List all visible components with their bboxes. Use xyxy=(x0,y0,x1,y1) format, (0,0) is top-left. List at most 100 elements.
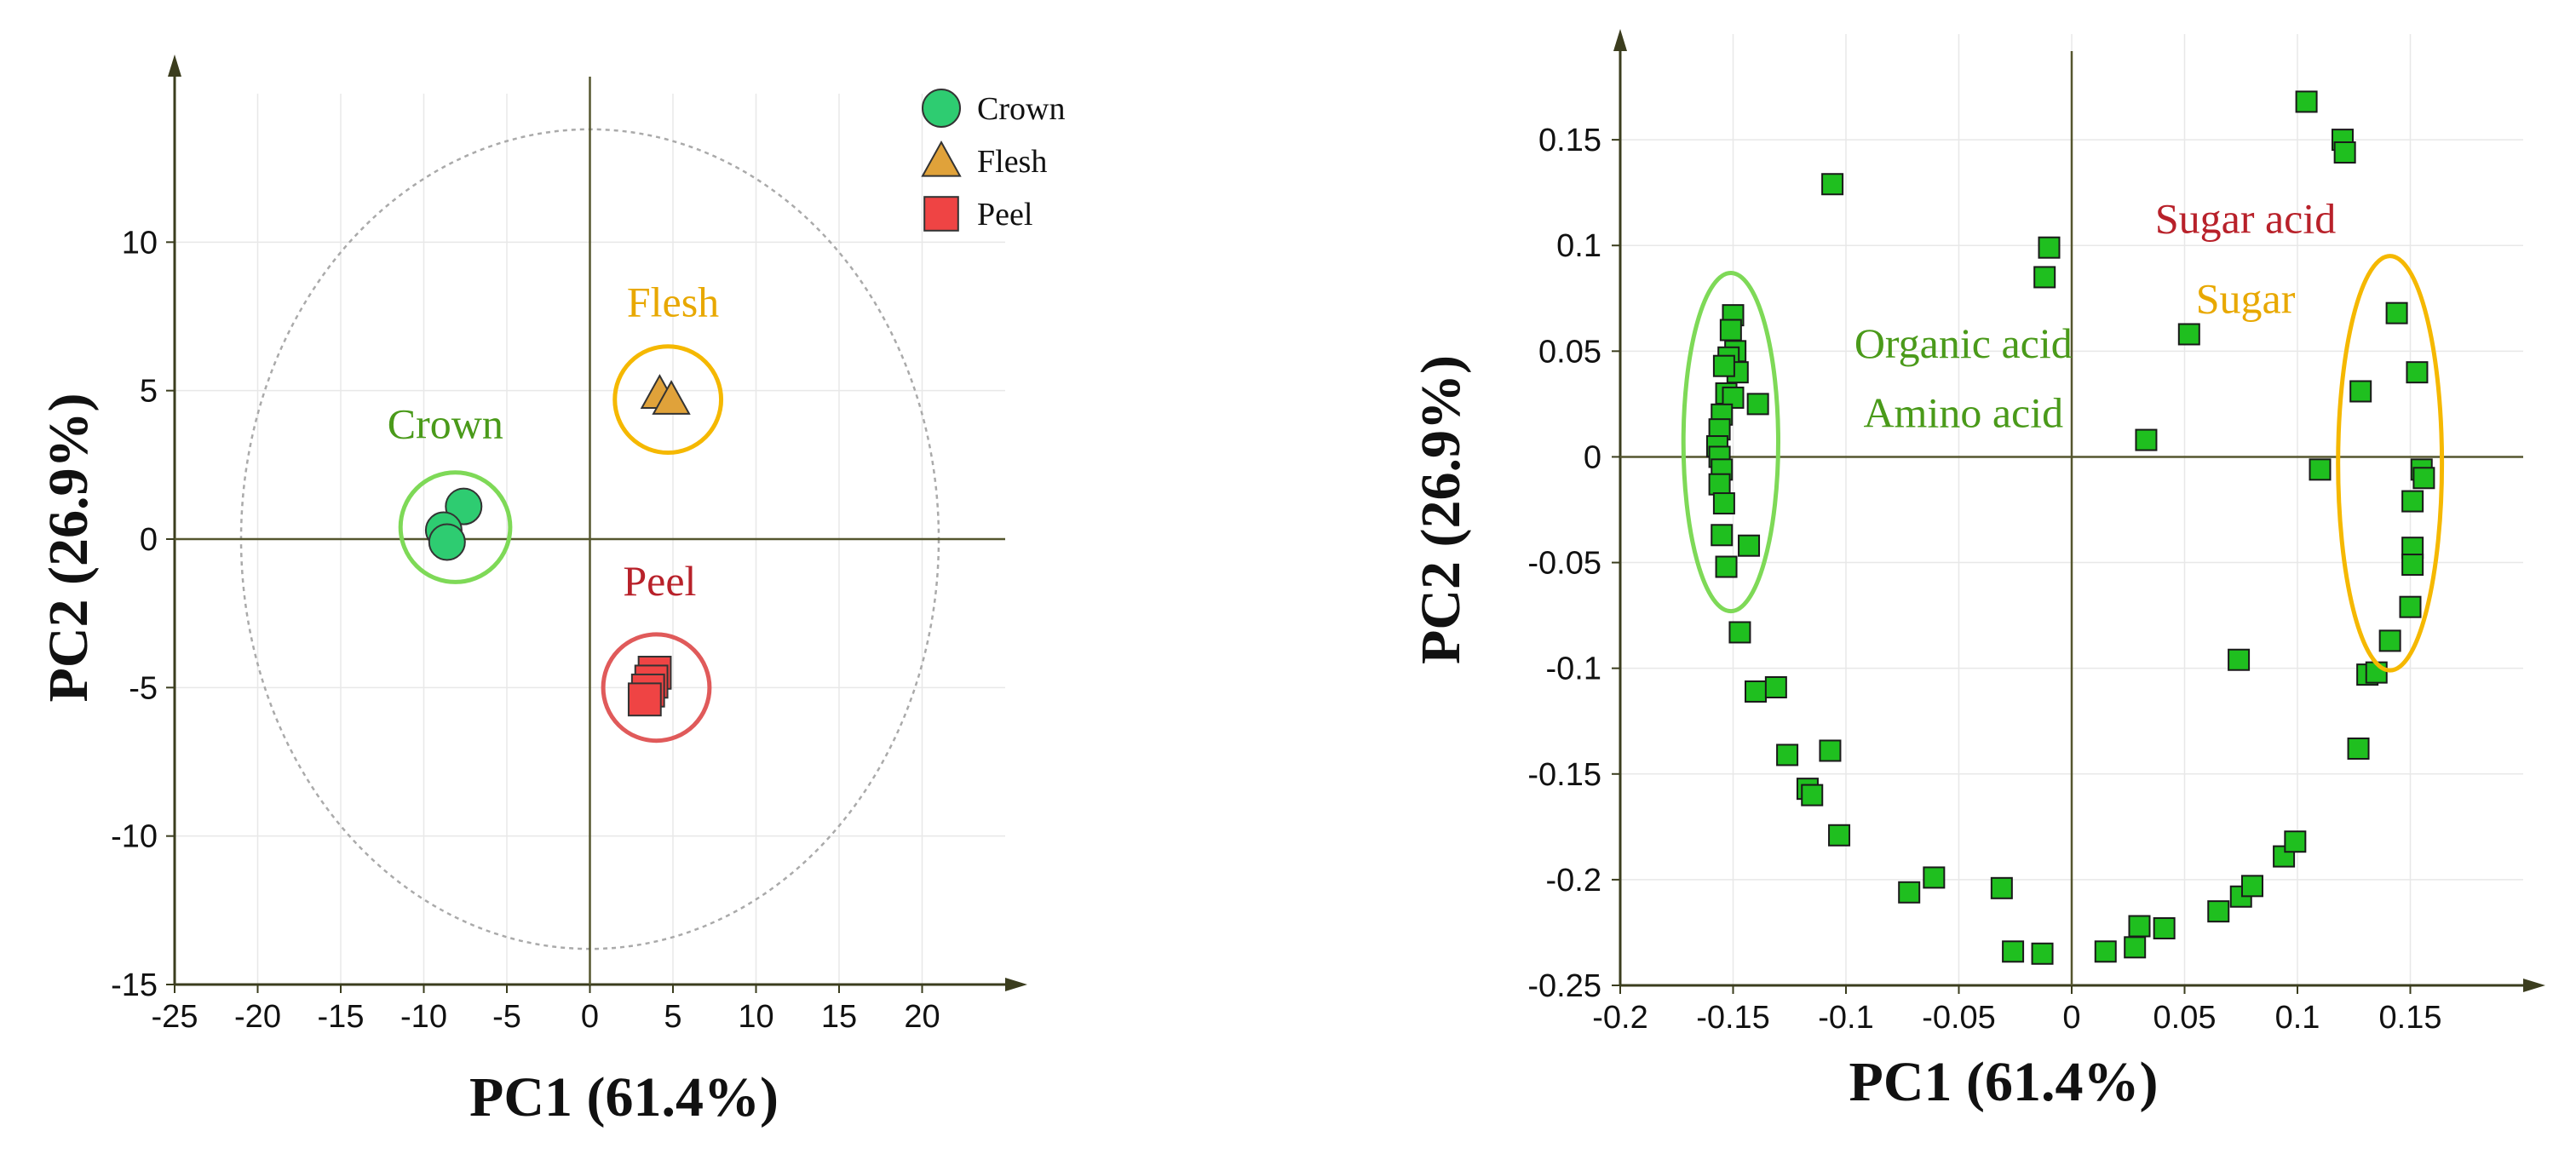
loadings-group-ellipse-1 xyxy=(2336,254,2445,673)
loading-point-1 xyxy=(1719,319,1742,342)
loading-point-25 xyxy=(1819,739,1842,762)
loadings-y-tick-label-3: -0.1 xyxy=(1546,652,1601,687)
loading-point-59 xyxy=(2401,554,2424,577)
loading-point-16 xyxy=(1715,555,1738,578)
loadings-group-label-0-0: Organic acid xyxy=(1854,319,2073,367)
group-circle-crown xyxy=(398,470,513,584)
group-label-flesh: Flesh xyxy=(627,278,719,326)
point-peel-3 xyxy=(627,682,662,717)
legend-label-flesh: Flesh xyxy=(977,144,1047,180)
loadings-y-tick-label-0: -0.25 xyxy=(1527,968,1601,1004)
scores-x-tick-label-7: 10 xyxy=(738,999,773,1035)
loading-point-32 xyxy=(2031,942,2054,965)
loadings-x-tick-label-7: 0.15 xyxy=(2379,1000,2442,1036)
loading-point-39 xyxy=(2135,428,2158,451)
loading-point-13 xyxy=(1708,473,1731,496)
scores-y-tick-label-5: 10 xyxy=(122,225,158,261)
loading-point-5 xyxy=(1712,354,1735,377)
loading-point-18 xyxy=(1746,393,1769,416)
loadings-plot: -0.2 -0.15 -0.1 -0.05 0 0.05 0.1 0.15-0.25-0.2-… xyxy=(1410,29,2545,1113)
loading-point-44 xyxy=(2241,875,2263,898)
loadings-points xyxy=(1705,90,2435,965)
loadings-y-tick-label-6: 0.05 xyxy=(1538,334,1601,370)
loading-point-21 xyxy=(1764,676,1787,699)
scores-x-tick-label-8: 15 xyxy=(821,999,857,1035)
legend-marker-crown xyxy=(922,89,961,128)
scores-x-tick-label-0: -25 xyxy=(152,999,198,1035)
scores-x-tick-label-9: 20 xyxy=(904,999,940,1035)
loading-point-37 xyxy=(2128,915,2151,938)
loadings-x-tick-label-3: -0.05 xyxy=(1922,1000,1996,1036)
loadings-group-label-1-1: Sugar xyxy=(2196,275,2296,323)
loading-point-38 xyxy=(2153,916,2176,939)
loadings-group-label-0-1: Amino acid xyxy=(1863,389,2063,437)
loading-point-34 xyxy=(2038,236,2061,259)
group-label-crown: Crown xyxy=(388,399,503,447)
group-circle-peel xyxy=(601,632,712,743)
loading-point-28 xyxy=(1898,881,1921,904)
loading-point-52 xyxy=(2349,380,2372,403)
loadings-x-axis-title: PC1 (61.4%) xyxy=(1849,1051,2159,1113)
group-label-peel: Peel xyxy=(623,557,696,605)
loading-point-22 xyxy=(1776,743,1799,766)
scores-group-circles: Crown Flesh Peel xyxy=(388,278,724,743)
loading-point-36 xyxy=(2124,936,2147,959)
loading-point-27 xyxy=(1821,173,1844,196)
loading-point-26 xyxy=(1828,824,1851,847)
loadings-y-axis-title: PC2 (26.9%) xyxy=(1410,355,1472,664)
scores-points xyxy=(424,374,691,717)
loading-point-40 xyxy=(2177,323,2200,346)
loadings-y-tick-label-5: 0 xyxy=(1584,439,1601,475)
loadings-x-tick-label-1: -0.15 xyxy=(1696,1000,1770,1036)
loading-point-56 xyxy=(2385,301,2408,324)
scores-x-tick-label-5: 0 xyxy=(581,999,599,1035)
scores-x-axis-title: PC1 (61.4%) xyxy=(469,1066,779,1128)
loadings-x-tick-label-2: -0.1 xyxy=(1818,1000,1873,1036)
loadings-x-tick-label-4: 0 xyxy=(2062,1000,2080,1036)
loadings-y-axis-arrow xyxy=(1613,29,1627,51)
loadings-x-tick-label-0: -0.2 xyxy=(1592,1000,1647,1036)
scores-y-tick-label-0: -15 xyxy=(111,967,158,1003)
loadings-group-annotations: Organic acid Amino acid Sugar acid Sugar xyxy=(1681,194,2445,673)
loading-point-29 xyxy=(1923,866,1946,889)
loading-point-42 xyxy=(2228,648,2251,671)
scores-x-tick-label-2: -15 xyxy=(318,999,365,1035)
loadings-y-tick-label-7: 0.1 xyxy=(1556,228,1601,264)
scores-x-tick-label-4: -5 xyxy=(492,999,521,1035)
loading-point-57 xyxy=(2399,595,2422,618)
loading-point-20 xyxy=(1745,680,1767,703)
loading-point-60 xyxy=(2401,490,2424,513)
group-circle-flesh xyxy=(612,344,724,456)
loadings-group-label-1-0: Sugar acid xyxy=(2155,194,2336,242)
loading-point-47 xyxy=(2295,90,2318,113)
loading-point-30 xyxy=(1990,876,2013,899)
loadings-x-axis-arrow xyxy=(2523,979,2545,992)
scores-x-tick-label-3: -10 xyxy=(400,999,447,1035)
scores-x-tick-label-6: 5 xyxy=(664,999,681,1035)
loading-point-35 xyxy=(2094,940,2117,963)
legend-marker-flesh xyxy=(921,140,962,177)
legend-marker-peel xyxy=(923,196,959,232)
loadings-y-tick-label-2: -0.15 xyxy=(1527,757,1601,793)
scores-y-tick-label-1: -10 xyxy=(111,819,158,855)
loading-point-46 xyxy=(2284,830,2307,853)
loading-point-17 xyxy=(1738,534,1761,557)
loadings-group-ellipse-0 xyxy=(1681,270,1780,614)
loadings-x-tick-label-5: 0.05 xyxy=(2153,1000,2217,1036)
legend-label-peel: Peel xyxy=(977,197,1032,233)
loading-point-49 xyxy=(2333,141,2356,164)
loading-point-50 xyxy=(2309,458,2332,481)
loading-point-31 xyxy=(2002,940,2025,963)
loading-point-41 xyxy=(2207,900,2230,923)
scores-y-tick-label-2: -5 xyxy=(129,670,158,706)
legend-label-crown: Crown xyxy=(977,91,1065,127)
loadings-y-tick-label-1: -0.2 xyxy=(1546,863,1601,899)
point-flesh-1 xyxy=(652,380,691,415)
scores-y-axis-title: PC2 (26.9%) xyxy=(37,393,100,703)
scores-tick-labels: -25 -20 -15 -10 -5 0 5 10 15 20 -15 -10 -5 0 5 10 xyxy=(111,225,940,1035)
scores-x-axis-arrow xyxy=(1005,978,1027,991)
scores-legend: Crown Flesh Peel xyxy=(921,89,1065,233)
scores-y-tick-label-3: 0 xyxy=(140,522,158,558)
loading-point-14 xyxy=(1712,492,1735,515)
